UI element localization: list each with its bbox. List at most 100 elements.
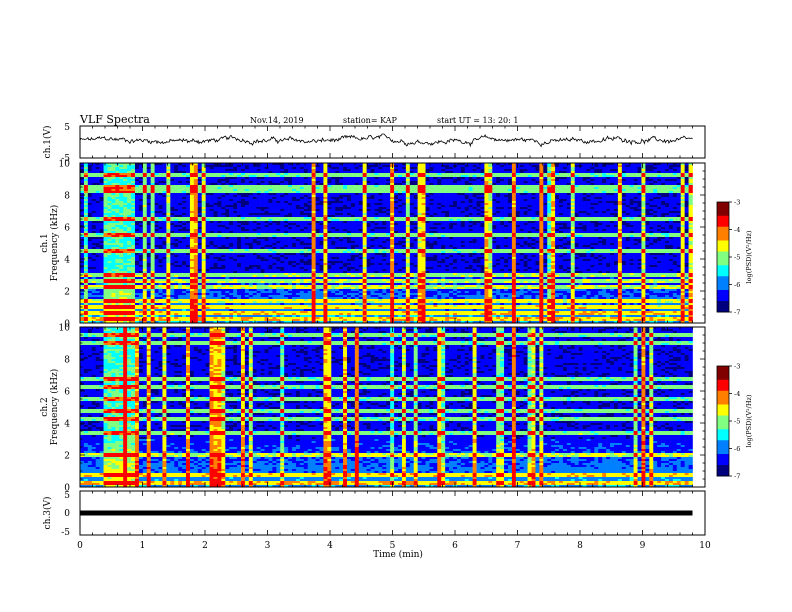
spectrogram-cell [386,169,390,171]
spectrogram-cell [198,181,202,183]
spectrogram-cell [638,169,642,171]
spectrogram-cell [649,183,653,185]
spectrogram-cell [213,179,217,181]
spectrogram-cell [602,167,606,169]
spectrogram-cell [386,181,390,183]
spectrogram-cell [492,179,496,181]
spectrogram-cell [159,169,163,171]
spectrogram-cell [457,173,461,175]
spectrogram-cell [390,181,394,183]
spectrogram-cell [241,179,245,181]
spectrogram-cell [394,177,398,179]
spectrogram-cell [465,167,469,169]
spectrogram-cell [233,179,237,181]
spectrogram-cell [213,177,217,179]
spectrogram-cell [583,173,587,175]
spectrogram-cell [194,167,198,169]
spectrogram-cell [575,173,579,175]
spectrogram-cell [610,181,614,183]
spectrogram-cell [661,171,665,173]
spectrogram-cell [135,181,139,183]
spectrogram-cell [371,177,375,179]
spectrogram-cell [221,179,225,181]
spectrogram-cell [92,169,96,171]
spectrogram-cell [284,177,288,179]
spectrogram-cell [253,167,257,169]
spectrogram-cell [308,167,312,169]
spectrogram-cell [469,173,473,175]
spectrogram-cell [433,167,437,169]
spectrogram-cell [551,181,555,183]
spectrogram-cell [241,169,245,171]
spectrogram-cell [445,165,449,167]
spectrogram-cell [500,173,504,175]
spectrogram-cell [221,173,225,175]
spectrogram-cell [221,175,225,177]
spectrogram-cell [488,183,492,185]
spectrogram-cell [241,167,245,169]
spectrogram-cell [300,175,304,177]
spectrogram-cell [284,175,288,177]
spectrogram-cell [594,169,598,171]
spectrogram-cell [641,167,645,169]
spectrogram-cell [131,179,135,181]
spectrogram-cell [512,173,516,175]
spectrogram-cell [433,175,437,177]
spectrogram-cell [543,165,547,167]
spectrogram-cell [429,167,433,169]
spectrogram-cell [115,173,119,175]
spectrogram-cell [496,169,500,171]
spectrogram-cell [268,171,272,173]
spectrogram-cell [186,173,190,175]
spectrogram-cell [115,169,119,171]
spectrogram-cell [245,165,249,167]
spectrogram-cell [170,167,174,169]
spectrogram-cell [92,173,96,175]
spectrogram-cell [520,175,524,177]
spectrogram-cell [473,167,477,169]
spectrogram-cell [359,167,363,169]
spectrogram-cell [339,169,343,171]
spectrogram-cell [386,183,390,185]
spectrogram-cell [583,175,587,177]
spectrogram-cell [492,175,496,177]
spectrogram-cell [504,167,508,169]
spectrogram-cell [559,167,563,169]
spectrogram-cell [249,169,253,171]
spectrogram-cell [143,167,147,169]
spectrogram-cell [253,169,257,171]
spectrogram-cell [469,169,473,171]
spectrogram-cell [280,165,284,167]
spectrogram-cell [645,177,649,179]
spectrogram-cell [276,181,280,183]
spectrogram-cell [229,171,233,173]
spectrogram-cell [453,173,457,175]
spectrogram-cell [539,175,543,177]
spectrogram-cell [323,169,327,171]
spectrogram-cell [166,177,170,179]
spectrogram-cell [378,181,382,183]
spectrogram-cell [202,181,206,183]
spectrogram-cell [166,173,170,175]
spectrogram-cell [127,177,131,179]
spectrogram-cell [363,171,367,173]
spectrogram-cell [630,167,634,169]
spectrogram-cell [465,179,469,181]
spectrogram-cell [194,173,198,175]
spectrogram-cell [202,171,206,173]
spectrogram-cell [143,179,147,181]
spectrogram-cell [406,181,410,183]
spectrogram-cell [465,175,469,177]
spectrogram-cell [221,167,225,169]
spectrogram-cell [465,181,469,183]
spectrogram-cell [602,175,606,177]
spectrogram-cell [135,165,139,167]
spectrogram-cell [182,175,186,177]
spectrogram-cell [567,169,571,171]
spectrogram-cell [335,177,339,179]
spectrogram-cell [241,183,245,185]
spectrogram-cell [461,167,465,169]
spectrogram-cell [426,167,430,169]
spectrogram-cell [178,171,182,173]
spectrogram-cell [331,177,335,179]
